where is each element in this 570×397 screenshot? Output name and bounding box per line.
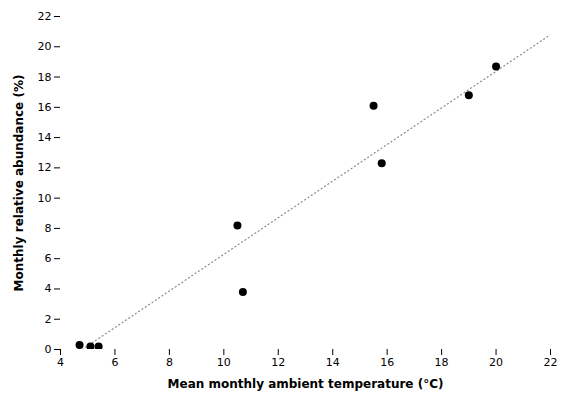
- svg-text:2: 2: [45, 313, 52, 326]
- svg-text:12: 12: [38, 161, 52, 174]
- svg-text:18: 18: [38, 71, 52, 84]
- svg-text:4: 4: [57, 356, 64, 369]
- svg-text:4: 4: [45, 282, 52, 295]
- svg-text:22: 22: [544, 356, 558, 369]
- svg-text:Mean monthly ambient temperatu: Mean monthly ambient temperature (°C): [168, 377, 444, 391]
- svg-text:8: 8: [166, 356, 173, 369]
- svg-text:6: 6: [111, 356, 118, 369]
- svg-text:14: 14: [326, 356, 340, 369]
- svg-text:10: 10: [217, 356, 231, 369]
- svg-text:12: 12: [271, 356, 285, 369]
- svg-text:16: 16: [38, 101, 52, 114]
- svg-text:22: 22: [38, 10, 52, 23]
- svg-text:8: 8: [45, 222, 52, 235]
- svg-text:0: 0: [45, 343, 52, 356]
- svg-text:16: 16: [380, 356, 394, 369]
- svg-text:18: 18: [435, 356, 449, 369]
- svg-text:6: 6: [45, 252, 52, 265]
- svg-text:10: 10: [38, 192, 52, 205]
- svg-text:20: 20: [489, 356, 503, 369]
- svg-text:14: 14: [38, 131, 52, 144]
- svg-text:20: 20: [38, 40, 52, 53]
- svg-text:Monthly relative abundance (%): Monthly relative abundance (%): [12, 75, 26, 292]
